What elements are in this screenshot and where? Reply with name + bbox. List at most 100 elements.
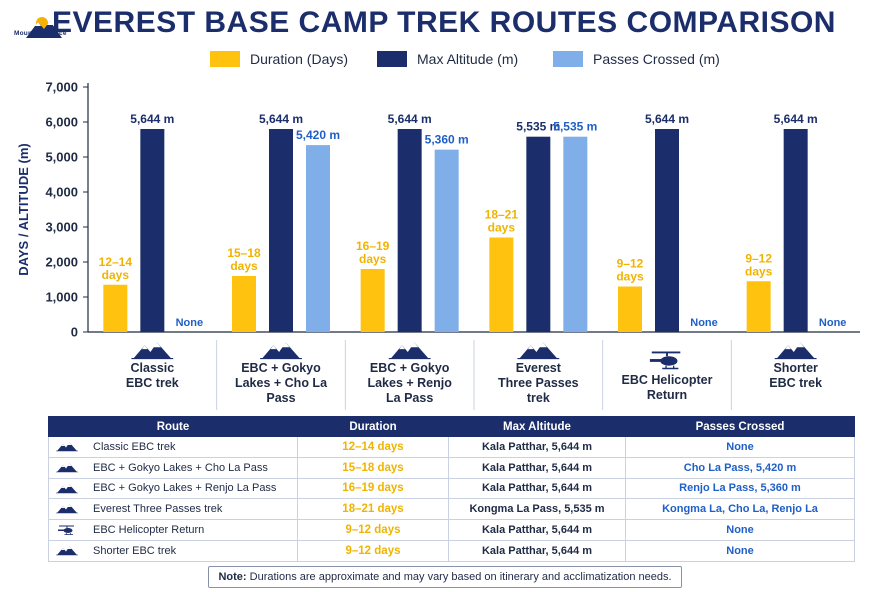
bar-duration (618, 286, 642, 332)
cell-passes: None (625, 539, 855, 562)
route-name: Shorter EBC trek (93, 544, 177, 557)
bar-value-label: 12–14 days (99, 255, 133, 282)
route-name: EBC Helicopter Return (93, 524, 205, 537)
legend-swatch-altitude (377, 51, 407, 67)
bar-value-label: 5,644 m (645, 112, 689, 126)
bar-chart: DAYS / ALTITUDE (m) 0 1,000 2,000 3,000 4,000… (16, 80, 860, 410)
y-tick-label: 4,000 (45, 185, 78, 200)
bar-value-label: 5,644 m (388, 112, 432, 126)
mountain-icon-glyph (56, 504, 78, 514)
bar-value-label: 5,535 m (553, 120, 597, 134)
cell-duration: 9–12 days (297, 539, 449, 562)
helicopter-icon-glyph (58, 525, 74, 536)
comparison-table: Route Duration Max Altitude Passes Cross… (48, 416, 855, 562)
category-label: Everest Three Passes trek (498, 361, 579, 405)
bar-passes (434, 149, 459, 332)
mountain-icon (56, 504, 78, 514)
y-tick-label: 5,000 (45, 150, 78, 165)
mountain-icon (774, 342, 817, 360)
y-tick-label: 7,000 (45, 80, 78, 95)
footnote-text: Durations are approximate and may vary b… (249, 571, 672, 583)
bar-value-label: 5,420 m (296, 128, 340, 142)
table-row: Classic EBC trek 12–14 days Kala Patthar, … (48, 436, 855, 458)
y-tick-label: 6,000 (45, 115, 78, 130)
bar-value-label: 5,644 m (259, 112, 303, 126)
bar-duration (360, 269, 385, 332)
bar-duration (489, 237, 514, 332)
bar-value-label: 5,644 m (130, 112, 174, 126)
legend-item-altitude: Max Altitude (m) (377, 50, 518, 68)
bar-passes (306, 145, 330, 332)
cell-duration: 9–12 days (297, 519, 449, 541)
mountain-icon (260, 342, 302, 360)
cell-altitude: Kala Patthar, 5,644 m (448, 477, 626, 500)
table-row: Shorter EBC trek 9–12 days Kala Patthar, 5… (48, 539, 855, 562)
bar-duration (746, 281, 771, 332)
mountain-icon-glyph (56, 484, 78, 493)
cell-route: Shorter EBC trek (48, 539, 298, 562)
bar-value-label: 9–12 days (745, 251, 773, 278)
bar-value-label: 16–19 days (356, 239, 390, 266)
cell-duration: 15–18 days (297, 456, 449, 479)
bar-value-label: None (690, 317, 718, 329)
bar-altitude (655, 129, 679, 332)
table-header-passes: Passes Crossed (625, 416, 855, 437)
bar-value-label: 18–21 days (485, 208, 519, 235)
category-label: Classic EBC trek (126, 361, 179, 390)
bar-value-label: 9–12 days (616, 257, 644, 284)
cell-altitude: Kongma La Pass, 5,535 m (448, 498, 626, 521)
legend-swatch-passes (553, 51, 583, 67)
bar-value-label: 5,644 m (774, 112, 818, 126)
mountain-icon (56, 463, 78, 473)
y-tick-label: 1,000 (45, 290, 78, 305)
cell-passes: Renjo La Pass, 5,360 m (625, 477, 855, 500)
mountain-icon-glyph (56, 546, 78, 556)
mountain-icon (388, 342, 431, 360)
table-header-row: Route Duration Max Altitude Passes Cross… (48, 416, 855, 437)
bar-altitude (783, 129, 808, 332)
y-tick-label: 3,000 (45, 220, 78, 235)
category-label: EBC + Gokyo Lakes + Renjo La Pass (367, 361, 452, 405)
category-label: EBC + Gokyo Lakes + Cho La Pass (235, 361, 328, 405)
legend-label-altitude: Max Altitude (m) (417, 51, 519, 67)
cell-route: EBC + Gokyo Lakes + Renjo La Pass (48, 477, 298, 500)
bar-value-label: 15–18 days (227, 246, 261, 273)
table-row: EBC Helicopter Return 9–12 days Kala Patth… (48, 519, 855, 541)
mountain-icon (517, 342, 560, 360)
cell-altitude: Kala Patthar, 5,644 m (448, 519, 626, 541)
logo-text: Mount Elegance (14, 30, 67, 37)
cell-route: EBC Helicopter Return (48, 519, 298, 541)
bar-altitude (269, 129, 293, 332)
bar-value-label: 5,535 m (516, 120, 560, 134)
mountain-icon (56, 484, 78, 493)
route-name: EBC + Gokyo Lakes + Renjo La Pass (93, 482, 277, 495)
bar-duration (232, 276, 256, 332)
cell-passes: Kongma La, Cho La, Renjo La (625, 498, 855, 521)
bar-passes (563, 136, 588, 332)
bar-altitude (140, 129, 165, 332)
footnote-label: Note: (218, 571, 247, 583)
legend-label-duration: Duration (Days) (250, 51, 349, 67)
bar-value-label: None (176, 317, 204, 329)
cell-duration: 12–14 days (297, 436, 449, 458)
bar-duration (103, 284, 128, 332)
cell-route: Classic EBC trek (48, 436, 298, 458)
table-body: Classic EBC trek 12–14 days Kala Patthar, … (48, 436, 855, 562)
bar-altitude (526, 136, 551, 332)
table-row: Everest Three Passes trek 18–21 days Kongm… (48, 498, 855, 521)
route-name: Classic EBC trek (93, 440, 176, 453)
logo-mountain-icon (26, 17, 62, 38)
table-header-altitude: Max Altitude (448, 416, 626, 437)
legend-swatch-duration (210, 51, 240, 67)
mountain-icon (56, 546, 78, 556)
mountain-icon (131, 342, 174, 360)
bar-value-label: 5,360 m (425, 133, 469, 147)
cell-route: Everest Three Passes trek (48, 498, 298, 521)
route-name: EBC + Gokyo Lakes + Cho La Pass (93, 461, 268, 474)
bar-altitude (397, 129, 422, 332)
helicopter-icon (58, 525, 74, 536)
helicopter-icon (649, 351, 681, 370)
chart-legend: Duration (Days) Max Altitude (m) Passes … (0, 48, 888, 70)
cell-duration: 16–19 days (297, 477, 449, 500)
mountain-icon (56, 442, 78, 452)
